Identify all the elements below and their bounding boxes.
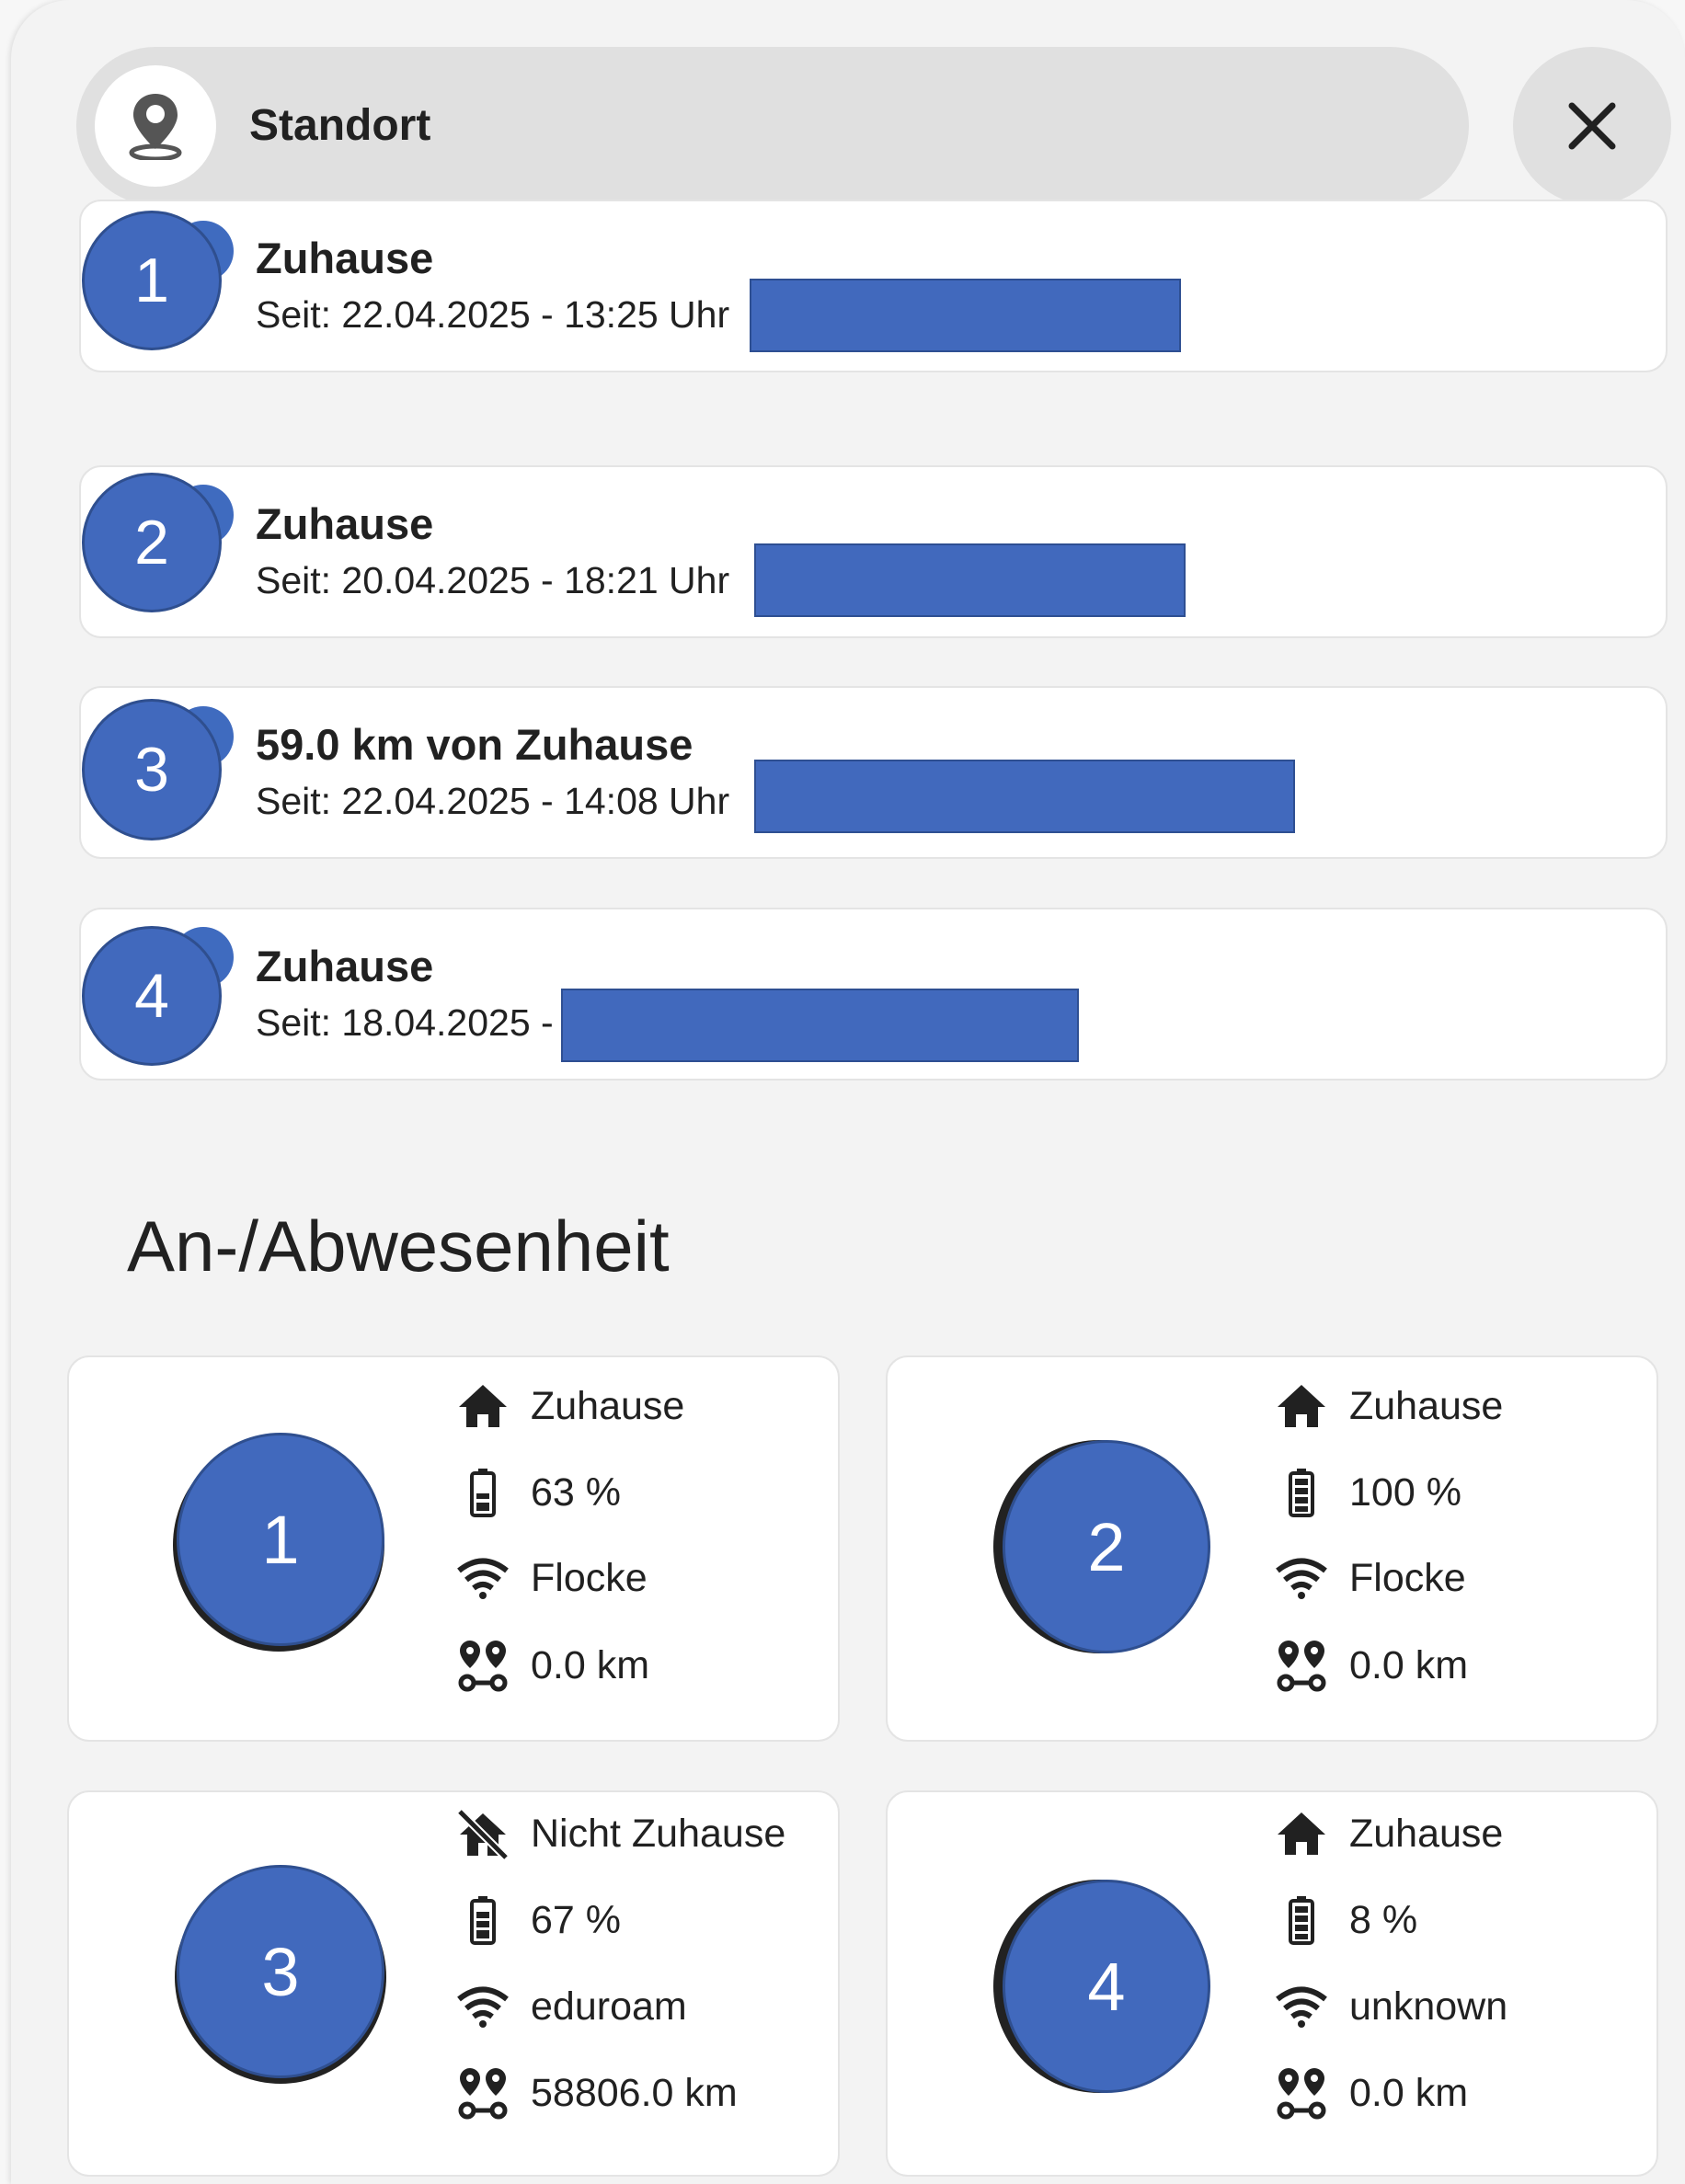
- wifi-text: Flocke: [1349, 1555, 1466, 1600]
- wifi-text: unknown: [1349, 1984, 1508, 2029]
- number-marker: 2: [82, 473, 222, 612]
- location-since: Seit: 22.04.2025 - 13:25 Uhr: [256, 293, 730, 336]
- home-icon: [455, 1378, 510, 1434]
- home-icon: [1274, 1806, 1329, 1861]
- number-marker: 4: [82, 926, 222, 1066]
- redacted-block: [754, 760, 1295, 833]
- distance-text: 0.0 km: [1349, 1642, 1469, 1687]
- distance-text: 0.0 km: [1349, 2070, 1469, 2115]
- location-since: Seit: 20.04.2025 - 18:21 Uhr: [256, 559, 730, 601]
- number-marker: 1: [82, 211, 222, 350]
- distance-row: 0.0 km: [455, 1633, 649, 1698]
- location-title: Zuhause: [256, 942, 434, 990]
- map-marker-distance-icon: [455, 1638, 510, 1693]
- dialog-title: Standort: [249, 101, 431, 150]
- wifi-row: unknown: [1274, 1974, 1507, 2039]
- presence-section-title: An-/Abwesenheit: [127, 1206, 670, 1286]
- state-text: Zuhause: [531, 1383, 685, 1428]
- location-title: Zuhause: [256, 499, 434, 548]
- person-marker: 1: [177, 1433, 384, 1646]
- dialog-header: Standort: [76, 47, 1469, 205]
- battery-text: 8 %: [1349, 1897, 1418, 1942]
- home-off-icon: [455, 1806, 510, 1861]
- battery-text: 67 %: [531, 1897, 622, 1942]
- state-text: Nicht Zuhause: [531, 1811, 786, 1856]
- location-since: Seit: 22.04.2025 - 14:08 Uhr: [256, 780, 730, 822]
- location-title: Zuhause: [256, 234, 434, 282]
- redacted-block: [754, 543, 1186, 617]
- redacted-block: [561, 989, 1079, 1062]
- location-since: Seit: 18.04.2025 -: [256, 1001, 554, 1044]
- wifi-row: eduroam: [455, 1974, 687, 2039]
- battery-icon: [1274, 1465, 1329, 1520]
- distance-text: 58806.0 km: [531, 2070, 738, 2115]
- map-marker-distance-icon: [1274, 1638, 1329, 1693]
- battery-row: 63 %: [455, 1460, 621, 1525]
- state-row: Zuhause: [455, 1374, 684, 1438]
- distance-text: 0.0 km: [531, 1642, 650, 1687]
- wifi-row: Flocke: [455, 1546, 648, 1610]
- battery-row: 67 %: [455, 1888, 621, 1952]
- number-marker: 3: [82, 699, 222, 840]
- wifi-row: Flocke: [1274, 1546, 1466, 1610]
- wifi-text: Flocke: [531, 1555, 648, 1600]
- map-marker-distance-icon: [1274, 2065, 1329, 2121]
- close-icon: [1568, 102, 1616, 150]
- map-marker-distance-icon: [455, 2065, 510, 2121]
- close-button[interactable]: [1513, 47, 1671, 205]
- battery-icon: [1274, 1892, 1329, 1948]
- battery-row: 100 %: [1274, 1460, 1461, 1525]
- state-row: Nicht Zuhause: [455, 1801, 785, 1866]
- person-marker: 2: [1003, 1440, 1210, 1653]
- distance-row: 0.0 km: [1274, 2061, 1468, 2125]
- distance-row: 58806.0 km: [455, 2061, 738, 2125]
- battery-icon: [455, 1465, 510, 1520]
- home-icon: [1274, 1378, 1329, 1434]
- state-text: Zuhause: [1349, 1811, 1504, 1856]
- battery-text: 63 %: [531, 1469, 622, 1515]
- battery-icon: [455, 1892, 510, 1948]
- location-title: 59.0 km von Zuhause: [256, 720, 693, 769]
- wifi-icon: [455, 1979, 510, 2034]
- wifi-icon: [1274, 1550, 1329, 1606]
- distance-row: 0.0 km: [1274, 1633, 1468, 1698]
- state-row: Zuhause: [1274, 1801, 1503, 1866]
- state-text: Zuhause: [1349, 1383, 1504, 1428]
- state-row: Zuhause: [1274, 1374, 1503, 1438]
- battery-text: 100 %: [1349, 1469, 1461, 1515]
- map-marker-icon: [95, 65, 216, 187]
- battery-row: 8 %: [1274, 1888, 1417, 1952]
- standort-dialog: Standort Zuhause Seit: 22.04.2025 - 13:2…: [11, 0, 1685, 2184]
- person-marker: 3: [177, 1865, 384, 2078]
- wifi-icon: [455, 1550, 510, 1606]
- wifi-icon: [1274, 1979, 1329, 2034]
- redacted-block: [750, 279, 1181, 352]
- person-marker: 4: [1003, 1880, 1210, 2093]
- wifi-text: eduroam: [531, 1984, 687, 2029]
